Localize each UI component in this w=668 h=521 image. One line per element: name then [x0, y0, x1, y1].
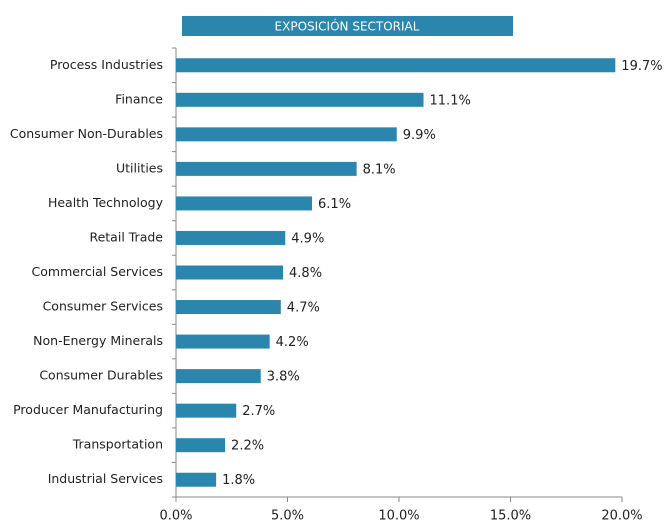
y-tick-label: Retail Trade	[89, 229, 163, 244]
y-tick-label: Producer Manufacturing	[13, 402, 163, 417]
value-label: 4.8%	[289, 266, 322, 281]
value-label: 4.2%	[276, 335, 309, 350]
y-tick-label: Process Industries	[50, 57, 163, 72]
x-tick-label: 20.0%	[601, 509, 642, 521]
value-label: 9.9%	[403, 128, 436, 143]
x-tick-label: 10.0%	[378, 509, 419, 521]
bar	[176, 300, 281, 315]
y-tick-label: Consumer Non-Durables	[10, 126, 163, 141]
value-label: 4.9%	[291, 231, 324, 246]
y-tick-label: Transportation	[72, 437, 163, 452]
bar	[176, 472, 217, 487]
value-label: 4.7%	[287, 301, 320, 316]
bar	[176, 265, 284, 280]
chart-title: EXPOSICIÓN SECTORIAL	[275, 19, 420, 34]
y-tick-label: Industrial Services	[48, 471, 163, 486]
bar	[176, 92, 424, 107]
value-label: 2.2%	[231, 439, 264, 454]
y-tick-label: Consumer Durables	[39, 368, 163, 383]
bar	[176, 58, 616, 73]
value-label: 11.1%	[430, 93, 471, 108]
y-tick-label: Finance	[115, 91, 163, 106]
y-tick-label: Health Technology	[48, 195, 164, 210]
value-label: 8.1%	[363, 162, 396, 177]
x-tick-label: 5.0%	[271, 509, 304, 521]
bar	[176, 196, 313, 211]
bar	[176, 230, 286, 245]
bar	[176, 438, 226, 453]
x-tick-label: 15.0%	[490, 509, 531, 521]
value-label: 3.8%	[267, 370, 300, 385]
bar	[176, 334, 270, 349]
y-tick-label: Commercial Services	[32, 264, 163, 279]
y-tick-label: Utilities	[116, 160, 163, 175]
y-tick-label: Consumer Services	[43, 299, 163, 314]
bar	[176, 403, 237, 418]
y-tick-label: Non-Energy Minerals	[33, 333, 163, 348]
bar	[176, 161, 357, 176]
value-label: 19.7%	[621, 59, 662, 74]
bar	[176, 127, 397, 142]
x-tick-label: 0.0%	[159, 509, 192, 521]
bar	[176, 369, 261, 384]
value-label: 1.8%	[222, 473, 255, 488]
value-label: 2.7%	[242, 404, 275, 419]
title-banner	[182, 16, 513, 36]
value-label: 6.1%	[318, 197, 351, 212]
